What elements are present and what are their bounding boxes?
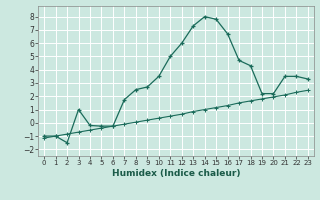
X-axis label: Humidex (Indice chaleur): Humidex (Indice chaleur) (112, 169, 240, 178)
